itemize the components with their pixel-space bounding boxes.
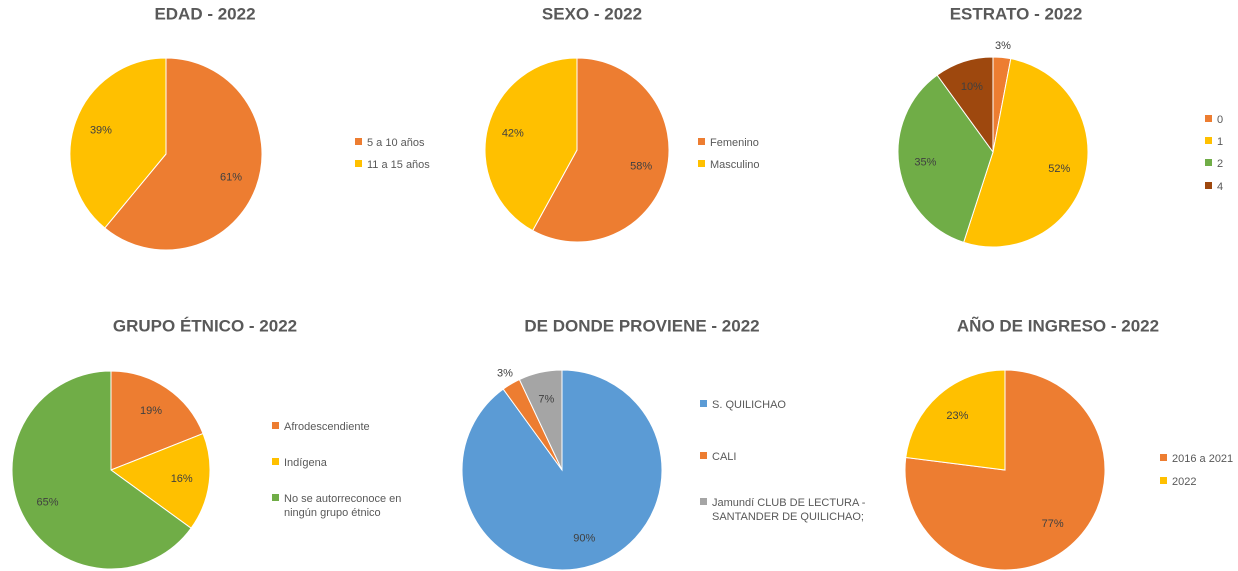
legend-entry: Masculino [698,158,760,172]
legend-entry: 11 a 15 años [355,158,430,172]
legend-swatch [1205,137,1212,144]
pie-slice [518,369,563,471]
legend-swatch [272,422,279,429]
legend-swatch [272,494,279,501]
legend-entry: S. QUILICHAO [700,398,786,412]
pie-slice [104,57,263,251]
data-label: 77% [1042,518,1064,530]
legend-swatch [1160,454,1167,461]
legend-label: Femenino [710,137,759,149]
legend-label: 2 [1217,158,1224,170]
legend-entry: 5 a 10 años [355,136,425,150]
legend-entry: Indígena [272,456,327,470]
pie-slice [936,56,994,154]
legend-entry: 4 [1205,180,1223,194]
data-label: 7% [538,394,554,406]
pie-slice [109,432,211,529]
pie-slice [69,57,167,229]
data-label: 35% [914,157,936,169]
pie-slice [484,57,578,232]
legend-entry: 0 [1205,113,1223,127]
data-label: 61% [220,171,242,183]
pie-slice [11,370,192,570]
legend-label: Masculino [710,159,760,171]
legend-entry: No se autorreconoce en ningún grupo étni… [272,492,434,520]
legend-label: 11 a 15 años [367,159,430,171]
data-label: 16% [171,473,193,485]
chart-title: SEXO - 2022 [542,4,642,23]
legend-label: 2016 a 2021 [1172,453,1234,465]
data-label: 3% [497,368,513,380]
legend-entry: 1 [1205,135,1223,149]
legend-entry: 2 [1205,157,1223,171]
legend-entry: Afrodescendiente [272,420,370,434]
legend-entry: CALI [700,450,736,464]
data-label: 52% [1048,163,1070,175]
legend-swatch [355,138,362,145]
legend-entry: Femenino [698,136,759,150]
legend-swatch [1205,182,1212,189]
legend-entry: 2016 a 2021 [1160,452,1233,466]
legend-label: 5 a 10 años [367,137,425,149]
data-label: 42% [502,127,524,139]
data-label: 19% [140,405,162,417]
legend-swatch [700,498,707,505]
legend-label: 2022 [1172,476,1197,488]
data-label: 58% [630,160,652,172]
pie-slice [110,370,204,471]
legend-entry: 2022 [1160,475,1196,489]
legend-label: Afrodescendiente [284,421,370,433]
legend-entry: Jamundí CLUB DE LECTURA - SANTANDER DE Q… [700,496,877,524]
data-label: 3% [995,40,1011,52]
pie-slice [531,57,670,243]
data-label: 65% [36,496,58,508]
legend-swatch [700,452,707,459]
chart-title: EDAD - 2022 [154,4,255,23]
legend-label: 1 [1217,136,1224,148]
legend-swatch [698,160,705,167]
pie-slice [897,74,994,243]
legend-swatch [698,138,705,145]
legend-swatch [355,160,362,167]
chart-title: AÑO DE INGRESO - 2022 [957,315,1159,335]
legend-label: No se autorreconoce en ningún grupo étni… [284,493,402,519]
data-label: 39% [90,124,112,136]
legend-label: S. QUILICHAO [712,399,786,411]
legend-swatch [272,458,279,465]
chart-title: ESTRATO - 2022 [950,4,1083,23]
pie-slice [963,58,1089,248]
data-label: 10% [961,81,983,93]
legend-label: Indígena [284,457,327,469]
data-label: 23% [946,410,968,422]
legend-swatch [1205,115,1212,122]
legend-label: CALI [712,451,737,463]
chart-title: DE DONDE PROVIENE - 2022 [524,316,759,335]
legend-label: 4 [1217,181,1224,193]
legend-label: 0 [1217,114,1224,126]
data-label: 90% [573,532,595,544]
legend-swatch [1160,477,1167,484]
legend-swatch [1205,159,1212,166]
legend-label: Jamundí CLUB DE LECTURA - SANTANDER DE Q… [712,497,866,523]
legend-swatch [700,400,707,407]
chart-title: GRUPO ÉTNICO - 2022 [113,316,297,335]
pie-slice [905,369,1006,471]
